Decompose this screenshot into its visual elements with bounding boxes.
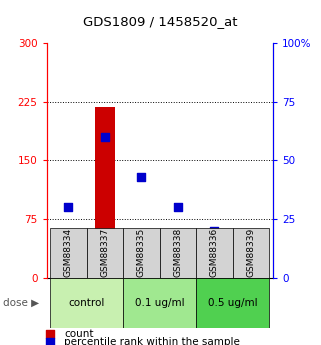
- Point: [212, 228, 217, 234]
- Text: percentile rank within the sample: percentile rank within the sample: [64, 337, 240, 345]
- Text: GSM88337: GSM88337: [100, 228, 109, 277]
- Bar: [50, 228, 87, 278]
- Point: [139, 174, 144, 180]
- Bar: [204, 266, 224, 278]
- Point: [175, 205, 180, 210]
- Bar: [241, 272, 261, 278]
- Bar: [87, 228, 123, 278]
- Bar: [233, 228, 269, 278]
- Text: GSM88339: GSM88339: [247, 228, 256, 277]
- Text: GSM88338: GSM88338: [173, 228, 182, 277]
- Bar: [58, 239, 78, 278]
- Point: [47, 331, 52, 337]
- Text: dose ▶: dose ▶: [3, 298, 39, 308]
- Text: GSM88334: GSM88334: [64, 228, 73, 277]
- Point: [47, 339, 52, 344]
- Text: GSM88335: GSM88335: [137, 228, 146, 277]
- Bar: [131, 239, 152, 278]
- Point: [102, 134, 108, 140]
- Text: control: control: [68, 298, 105, 308]
- Bar: [196, 228, 233, 278]
- Bar: [50, 278, 123, 328]
- Point: [66, 205, 71, 210]
- Bar: [123, 228, 160, 278]
- Text: 0.1 ug/ml: 0.1 ug/ml: [135, 298, 185, 308]
- Text: count: count: [64, 329, 93, 339]
- Bar: [123, 278, 196, 328]
- Point: [248, 268, 254, 274]
- Bar: [196, 278, 269, 328]
- Bar: [160, 228, 196, 278]
- Bar: [168, 233, 188, 278]
- Text: 0.5 ug/ml: 0.5 ug/ml: [208, 298, 257, 308]
- Bar: [95, 107, 115, 278]
- Text: GDS1809 / 1458520_at: GDS1809 / 1458520_at: [83, 16, 238, 29]
- Text: GSM88336: GSM88336: [210, 228, 219, 277]
